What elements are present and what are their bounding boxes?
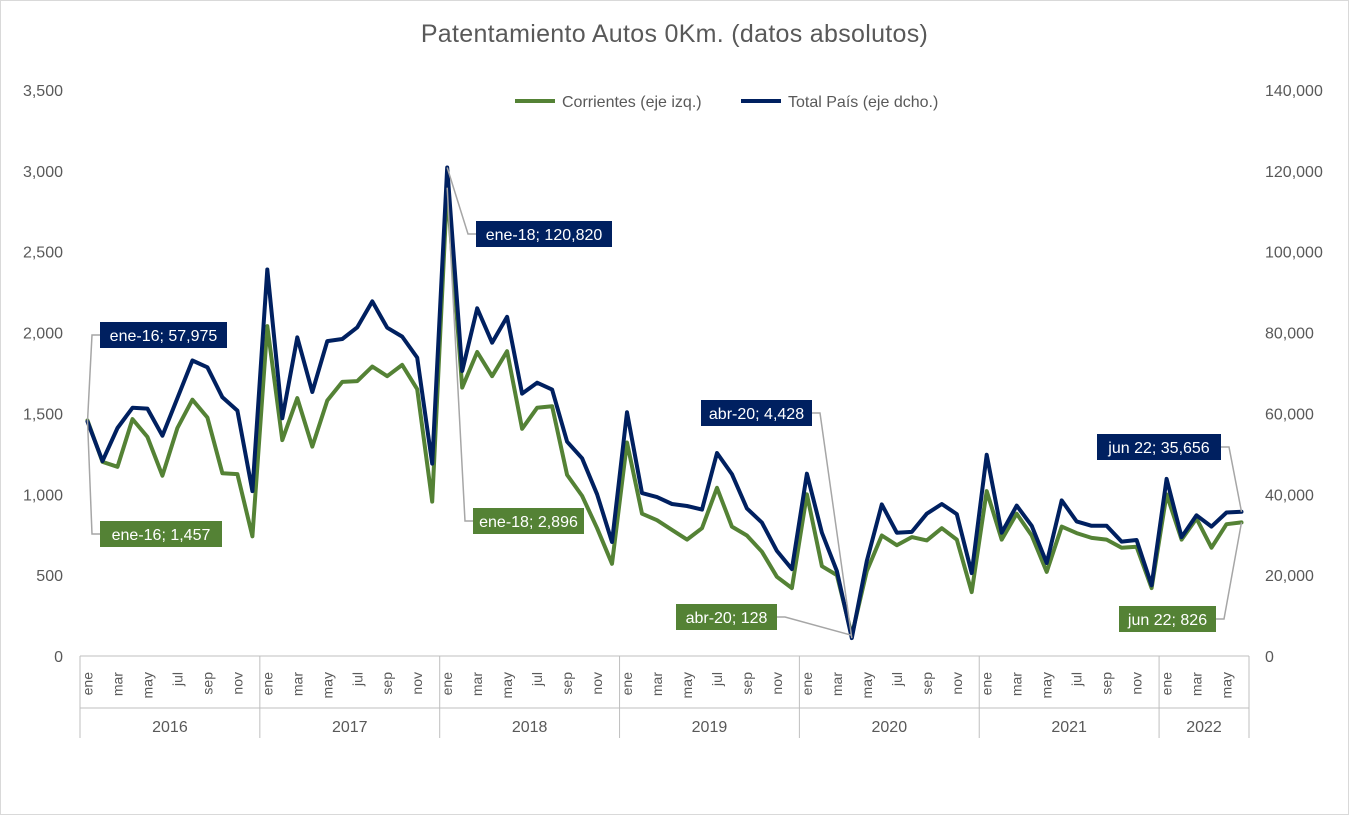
callout-leader-line [812,412,853,639]
callout-leader-line [777,616,852,637]
y-right-tick-label: 40,000 [1265,487,1314,504]
x-month-tick-label: ene [1159,672,1175,696]
x-month-tick-label: may [139,672,155,698]
x-month-tick-label: may [679,672,695,698]
x-year-label: 2016 [152,719,188,736]
legend-label: Corrientes (eje izq.) [562,94,702,111]
x-month-tick-label: may [859,672,875,698]
x-year-label: 2017 [332,719,368,736]
callout-box [1119,606,1216,632]
callout-label: ene-16; 1,457 [112,527,211,544]
callout-leader-line [1221,446,1243,512]
callout-box [100,322,227,348]
x-month-tick-label: nov [409,672,425,695]
callout-label: ene-18; 120,820 [486,227,603,244]
x-month-tick-label: sep [199,672,215,695]
callout-leader-line [86,420,100,535]
y-left-tick-label: 500 [36,568,63,585]
x-month-tick-label: jul [889,672,905,687]
x-month-tick-label: may [499,672,515,698]
series-line-total-pais [85,165,1244,641]
x-month-tick-label: ene [79,672,95,696]
y-right-tick-label: 0 [1265,649,1274,666]
x-month-tick-label: nov [949,672,965,695]
callout-box [701,400,812,426]
y-right-tick-label: 140,000 [1265,83,1323,100]
x-month-tick-label: ene [979,672,995,696]
callout-leader-line [446,187,473,522]
y-left-tick-label: 0 [54,649,63,666]
y-right-tick-label: 20,000 [1265,568,1314,585]
x-month-tick-label: mar [109,672,125,696]
callout-leader-line [1216,522,1243,620]
y-left-tick-label: 3,000 [23,164,63,181]
x-month-tick-label: jul [1069,672,1085,687]
x-month-tick-label: ene [439,672,455,696]
x-month-tick-label: nov [589,672,605,695]
callout-box [100,521,222,547]
callout-leader-line [446,167,476,235]
x-month-tick-label: sep [379,672,395,695]
callout-label: jun 22; 826 [1127,612,1207,629]
y-right-tick-label: 80,000 [1265,326,1314,343]
x-month-tick-label: mar [469,672,485,696]
series-line-corrientes [85,185,1244,638]
y-right-tick-label: 100,000 [1265,245,1323,262]
x-month-tick-label: mar [649,672,665,696]
x-month-tick-label: ene [799,672,815,696]
x-month-tick-label: may [1039,672,1055,698]
x-month-tick-label: mar [1009,672,1025,696]
callout-box [473,508,584,534]
x-month-tick-label: sep [1099,672,1115,695]
x-month-tick-label: ene [619,672,635,696]
y-left-tick-label: 2,500 [23,245,63,262]
callout-label: abr-20; 128 [686,610,768,627]
y-left-tick-label: 1,500 [23,406,63,423]
x-month-tick-label: ene [259,672,275,696]
x-year-label: 2020 [872,719,908,736]
x-month-tick-label: may [1219,672,1235,698]
callout-leader-line [86,334,100,422]
y-left-tick-label: 1,000 [23,487,63,504]
x-month-tick-label: jul [709,672,725,687]
x-month-tick-label: jul [529,672,545,687]
x-year-label: 2021 [1051,719,1087,736]
x-year-label: 2022 [1186,719,1222,736]
callout-label: ene-16; 57,975 [110,328,218,345]
x-month-tick-label: sep [919,672,935,695]
callout-label: ene-18; 2,896 [479,514,578,531]
x-month-tick-label: mar [829,672,845,696]
x-month-tick-label: sep [559,672,575,695]
x-year-label: 2019 [692,719,728,736]
y-left-tick-label: 2,000 [23,326,63,343]
x-month-tick-label: jul [349,672,365,687]
x-month-tick-label: nov [769,672,785,695]
legend-label: Total País (eje dcho.) [788,94,938,111]
x-month-tick-label: mar [1189,672,1205,696]
x-year-label: 2018 [512,719,548,736]
callout-label: abr-20; 4,428 [709,406,804,423]
callout-box [476,221,612,247]
chart-title: Patentamiento Autos 0Km. (datos absoluto… [420,20,929,48]
x-month-tick-label: mar [289,672,305,696]
callout-label: jun 22; 35,656 [1107,440,1210,457]
x-month-tick-label: nov [1129,672,1145,695]
y-left-tick-label: 3,500 [23,83,63,100]
x-month-tick-label: may [319,672,335,698]
y-right-tick-label: 120,000 [1265,164,1323,181]
x-month-tick-label: jul [169,672,185,687]
x-month-tick-label: sep [739,672,755,695]
x-month-tick-label: nov [229,672,245,695]
y-right-tick-label: 60,000 [1265,406,1314,423]
callout-box [676,604,777,630]
callout-box [1097,434,1221,460]
